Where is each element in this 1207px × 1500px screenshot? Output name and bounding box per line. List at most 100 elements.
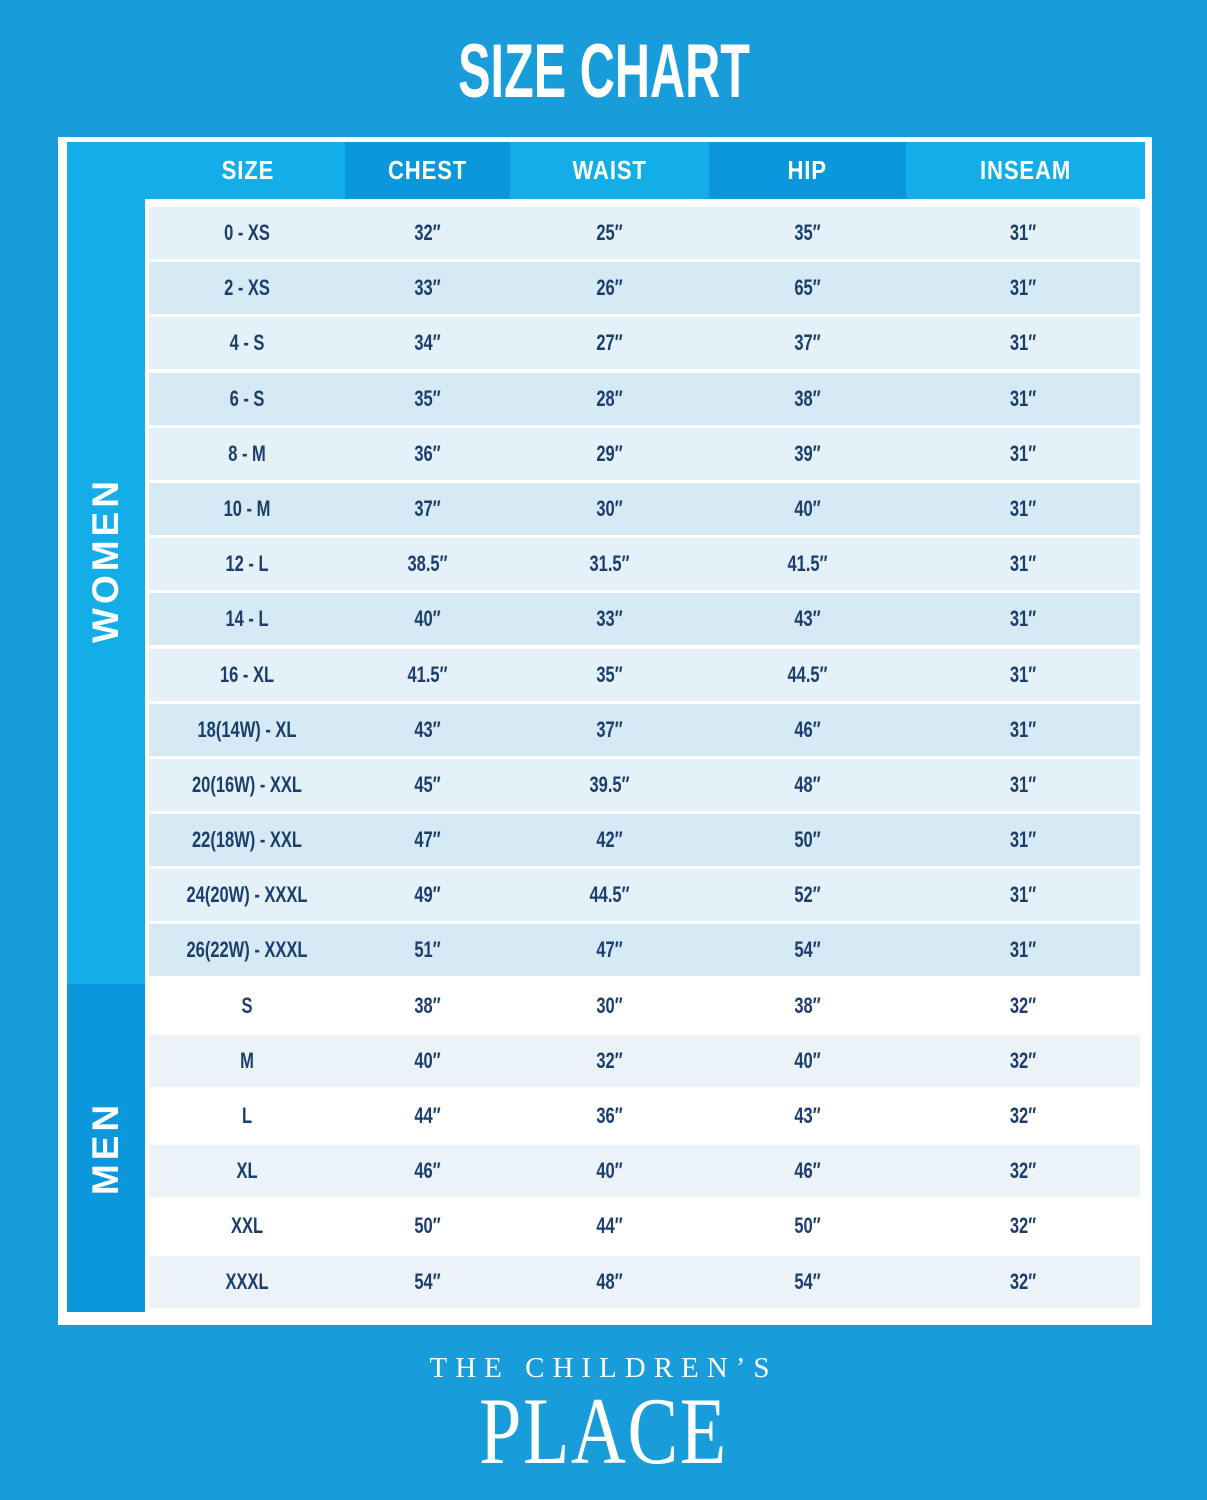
cell-waist: 31.5″ xyxy=(589,551,630,577)
cell-waist: 44″ xyxy=(596,1213,623,1239)
column-header-chest: CHEST xyxy=(345,142,510,199)
cell-hip: 44.5″ xyxy=(787,661,828,687)
cell-waist: 40″ xyxy=(596,1158,623,1184)
brand-logo: THE CHILDREN’S PLACE xyxy=(0,1352,1207,1484)
cell-size: XXL xyxy=(230,1213,264,1239)
cell-hip: 38″ xyxy=(794,385,821,411)
table-row: 6 - S 35″ 28″ 38″ 31″ xyxy=(149,372,1140,425)
cell-chest: 33″ xyxy=(414,275,441,301)
cell-hip: 46″ xyxy=(794,1158,821,1184)
cell-hip: 50″ xyxy=(794,827,821,853)
table-row: 0 - XS 32″ 25″ 35″ 31″ xyxy=(149,207,1140,259)
cell-chest: 41.5″ xyxy=(407,661,448,687)
cell-size: L xyxy=(241,1103,253,1128)
cell-inseam: 32″ xyxy=(1009,1268,1037,1294)
cell-hip: 39″ xyxy=(794,440,821,466)
section-label-men: MEN xyxy=(67,984,145,1312)
cell-inseam: 32″ xyxy=(1009,1213,1037,1239)
cell-size: 16 - XL xyxy=(219,661,275,687)
table-row: 20(16W) - XXL 45″ 39.5″ 48″ 31″ xyxy=(149,758,1140,811)
table-row: 10 - M 37″ 30″ 40″ 31″ xyxy=(149,482,1140,535)
cell-waist: 48″ xyxy=(596,1268,623,1294)
section-label-women: WOMEN xyxy=(67,199,145,984)
cell-inseam: 31″ xyxy=(1009,771,1037,797)
cell-hip: 43″ xyxy=(794,1103,821,1128)
cell-size: 12 - L xyxy=(225,551,269,577)
cell-size: XL xyxy=(236,1158,258,1184)
cell-inseam: 31″ xyxy=(1009,827,1037,853)
cell-chest: 38.5″ xyxy=(407,551,448,577)
column-header-size: SIZE xyxy=(67,142,345,199)
cell-chest: 38″ xyxy=(414,992,441,1018)
table-row: 4 - S 34″ 27″ 37″ 31″ xyxy=(149,317,1140,370)
title-wrap: SIZE CHART xyxy=(0,34,1207,110)
cell-size: 4 - S xyxy=(229,330,265,356)
brand-logo-line2: PLACE xyxy=(479,1378,728,1484)
cell-size: S xyxy=(241,992,253,1018)
cell-inseam: 31″ xyxy=(1009,716,1037,742)
cell-inseam: 31″ xyxy=(1009,937,1037,963)
table-row: L 44″ 36″ 43″ 32″ xyxy=(149,1090,1140,1142)
cell-hip: 52″ xyxy=(794,882,821,908)
table-row: S 38″ 30″ 38″ 32″ xyxy=(149,979,1140,1032)
cell-hip: 37″ xyxy=(794,330,821,356)
cell-waist: 39.5″ xyxy=(589,771,630,797)
cell-waist: 30″ xyxy=(596,992,623,1018)
cell-hip: 40″ xyxy=(794,495,821,521)
cell-size: 18(14W) - XL xyxy=(197,716,297,742)
cell-chest: 47″ xyxy=(414,827,441,853)
cell-chest: 40″ xyxy=(414,1047,441,1073)
cell-hip: 65″ xyxy=(794,275,821,301)
cell-size: 24(20W) - XXXL xyxy=(186,882,308,908)
cell-chest: 51″ xyxy=(414,937,441,963)
column-header-inseam: INSEAM xyxy=(906,142,1145,199)
page-title: SIZE CHART xyxy=(457,29,750,114)
cell-inseam: 31″ xyxy=(1009,661,1037,687)
cell-waist: 42″ xyxy=(596,827,623,853)
cell-inseam: 31″ xyxy=(1009,440,1037,466)
cell-hip: 43″ xyxy=(794,606,821,632)
cell-chest: 36″ xyxy=(414,440,441,466)
cell-waist: 30″ xyxy=(596,495,623,521)
table-row: 18(14W) - XL 43″ 37″ 46″ 31″ xyxy=(149,703,1140,756)
table-row: 14 - L 40″ 33″ 43″ 31″ xyxy=(149,593,1140,646)
cell-waist: 29″ xyxy=(596,440,623,466)
cell-chest: 49″ xyxy=(414,882,441,908)
cell-waist: 26″ xyxy=(596,275,623,301)
cell-waist: 35″ xyxy=(596,661,623,687)
table-row: XL 46″ 40″ 46″ 32″ xyxy=(149,1145,1140,1198)
cell-hip: 48″ xyxy=(794,771,821,797)
table-rows: 0 - XS 32″ 25″ 35″ 31″ 2 - XS 33″ 26″ 65″ 31″ 4 - … xyxy=(149,207,1140,1311)
cell-chest: 46″ xyxy=(414,1158,441,1184)
cell-hip: 54″ xyxy=(794,1268,821,1294)
cell-size: 22(18W) - XXL xyxy=(191,827,303,853)
cell-waist: 47″ xyxy=(596,937,623,963)
table-row: XXXL 54″ 48″ 54″ 32″ xyxy=(149,1255,1140,1308)
cell-waist: 33″ xyxy=(596,606,623,632)
cell-size: 8 - M xyxy=(228,440,266,466)
cell-size: 6 - S xyxy=(229,385,265,411)
cell-chest: 50″ xyxy=(414,1213,441,1239)
cell-size: M xyxy=(240,1047,254,1073)
cell-size: XXXL xyxy=(225,1268,269,1294)
table-row: 8 - M 36″ 29″ 39″ 31″ xyxy=(149,427,1140,480)
cell-waist: 32″ xyxy=(596,1047,623,1073)
table-row: M 40″ 32″ 40″ 32″ xyxy=(149,1034,1140,1087)
cell-size: 2 - XS xyxy=(224,275,270,301)
cell-chest: 43″ xyxy=(414,716,441,742)
table-row: 24(20W) - XXXL 49″ 44.5″ 52″ 31″ xyxy=(149,869,1140,922)
table-row: 2 - XS 33″ 26″ 65″ 31″ xyxy=(149,262,1140,315)
cell-waist: 27″ xyxy=(596,330,623,356)
cell-size: 14 - L xyxy=(225,606,269,632)
cell-inseam: 31″ xyxy=(1009,882,1037,908)
cell-inseam: 31″ xyxy=(1009,330,1037,356)
cell-inseam: 31″ xyxy=(1009,220,1037,245)
cell-hip: 40″ xyxy=(794,1047,821,1073)
cell-hip: 50″ xyxy=(794,1213,821,1239)
cell-chest: 44″ xyxy=(414,1103,441,1128)
table-row: 12 - L 38.5″ 31.5″ 41.5″ 31″ xyxy=(149,538,1140,591)
table-row: 16 - XL 41.5″ 35″ 44.5″ 31″ xyxy=(149,648,1140,701)
cell-waist: 37″ xyxy=(596,716,623,742)
cell-waist: 44.5″ xyxy=(589,882,630,908)
